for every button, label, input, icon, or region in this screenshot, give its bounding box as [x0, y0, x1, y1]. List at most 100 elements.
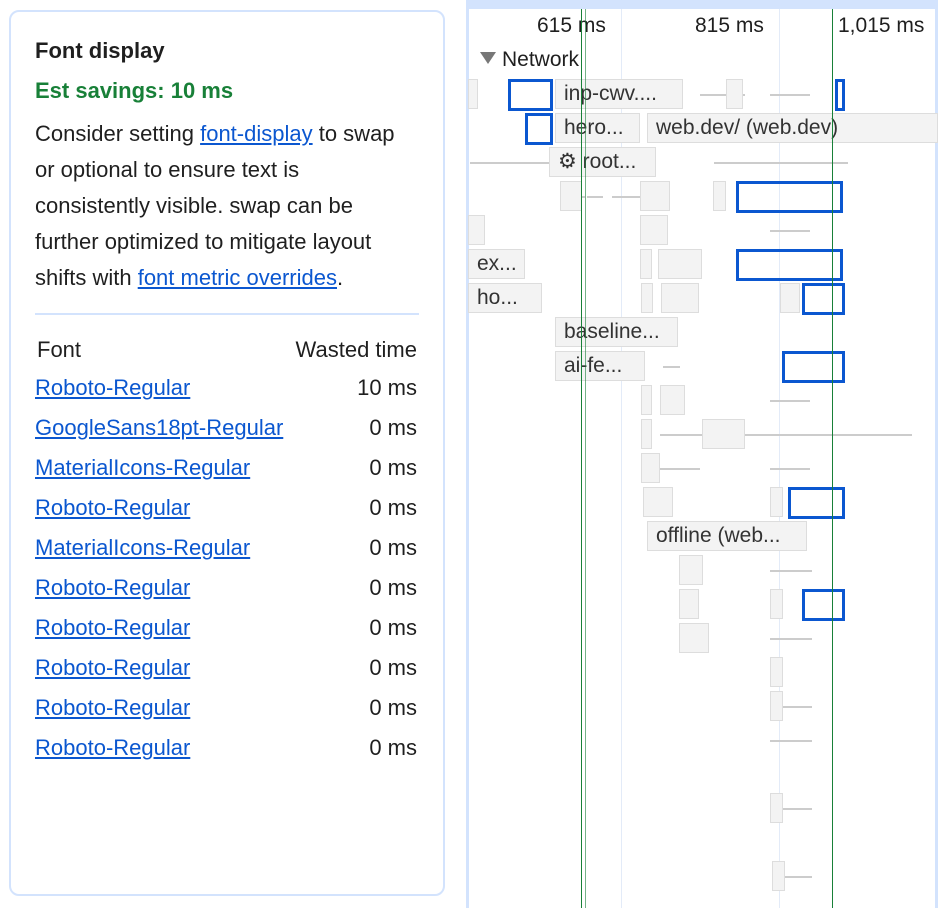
network-request[interactable]: [780, 283, 800, 313]
network-request[interactable]: [560, 181, 582, 211]
network-request-baseline[interactable]: baseline...: [555, 317, 678, 347]
font-link[interactable]: Roboto-Regular: [35, 495, 191, 520]
desc-text: .: [337, 265, 344, 290]
wasted-time-cell: 0 ms: [369, 655, 417, 680]
font-link[interactable]: MaterialIcons-Regular: [35, 455, 251, 480]
font-metric-overrides-link[interactable]: font metric overrides: [137, 265, 337, 290]
highlighted-font-request[interactable]: [736, 181, 843, 213]
request-whisker: [770, 400, 810, 402]
network-request-webdev[interactable]: web.dev/ (web.dev): [647, 113, 938, 143]
network-request[interactable]: [468, 215, 485, 245]
estimated-savings: Est savings: 10 ms: [35, 78, 234, 103]
network-request[interactable]: [640, 215, 668, 245]
network-request[interactable]: [641, 385, 652, 415]
network-request-hero[interactable]: hero...: [555, 113, 640, 143]
font-cell: Roboto-Regular: [35, 691, 290, 731]
request-whisker: [663, 366, 680, 368]
network-request-inp[interactable]: inp-cwv....: [555, 79, 683, 109]
network-request[interactable]: [641, 283, 653, 313]
request-whisker: [587, 196, 603, 198]
font-link[interactable]: GoogleSans18pt-Regular: [35, 415, 284, 440]
network-request[interactable]: [643, 487, 673, 517]
font-link[interactable]: Roboto-Regular: [35, 735, 191, 760]
network-request[interactable]: [679, 555, 703, 585]
network-request[interactable]: [770, 793, 783, 823]
wasted-time-cell: 0 ms: [369, 575, 417, 600]
network-request[interactable]: [713, 181, 726, 211]
network-request[interactable]: [468, 79, 478, 109]
network-request[interactable]: [661, 283, 699, 313]
wasted-time-cell: 10 ms: [357, 375, 417, 400]
highlighted-font-request[interactable]: [525, 113, 553, 145]
grid-line: [621, 9, 622, 908]
table-row: Roboto-Regular 0 ms: [35, 571, 419, 611]
wasted-time-cell: 0 ms: [369, 695, 417, 720]
font-link[interactable]: Roboto-Regular: [35, 615, 191, 640]
network-request[interactable]: [702, 419, 745, 449]
highlighted-font-request[interactable]: [788, 487, 845, 519]
network-request[interactable]: [679, 589, 699, 619]
font-link[interactable]: Roboto-Regular: [35, 575, 191, 600]
wasted-time-cell: 0 ms: [369, 495, 417, 520]
network-request[interactable]: [772, 861, 785, 891]
highlighted-font-request[interactable]: [508, 79, 553, 111]
request-whisker: [770, 570, 812, 572]
highlighted-font-request[interactable]: [736, 249, 843, 281]
font-cell: Roboto-Regular: [35, 651, 290, 691]
network-request-ho[interactable]: ho...: [468, 283, 542, 313]
network-request[interactable]: [770, 691, 783, 721]
request-whisker: [772, 808, 812, 810]
highlighted-font-request[interactable]: [802, 283, 845, 315]
highlighted-font-request[interactable]: [782, 351, 845, 383]
table-row: GoogleSans18pt-Regular 0 ms: [35, 411, 419, 451]
network-request-root[interactable]: ⚙ root...: [549, 147, 656, 177]
network-request[interactable]: [640, 181, 670, 211]
desc-text: Consider setting: [35, 121, 201, 146]
request-whisker: [770, 230, 810, 232]
network-request[interactable]: [679, 623, 709, 653]
network-request[interactable]: [660, 385, 685, 415]
font-link[interactable]: Roboto-Regular: [35, 655, 191, 680]
font-link[interactable]: Roboto-Regular: [35, 695, 191, 720]
network-request[interactable]: [726, 79, 743, 109]
font-cell: Roboto-Regular: [35, 371, 290, 411]
wasted-time-cell: 0 ms: [369, 735, 417, 760]
font-cell: Roboto-Regular: [35, 611, 290, 651]
request-whisker: [612, 196, 640, 198]
request-whisker: [770, 94, 810, 96]
highlighted-font-request[interactable]: [835, 79, 845, 111]
network-request[interactable]: [658, 249, 702, 279]
font-cell: Roboto-Regular: [35, 491, 290, 531]
network-request-offline[interactable]: offline (web...: [647, 521, 807, 551]
request-whisker: [660, 468, 700, 470]
track-label: Network: [502, 48, 580, 71]
divider: [35, 313, 419, 315]
network-request[interactable]: [640, 249, 652, 279]
network-request[interactable]: [641, 453, 660, 483]
network-request[interactable]: [770, 589, 783, 619]
font-link[interactable]: MaterialIcons-Regular: [35, 535, 251, 560]
timeline-right-edge: [935, 0, 938, 908]
network-track-header[interactable]: Network: [480, 48, 579, 72]
network-request-ex[interactable]: ex...: [468, 249, 525, 279]
network-request[interactable]: [770, 487, 783, 517]
network-request-aife[interactable]: ai-fe...: [555, 351, 645, 381]
highlighted-font-request[interactable]: [802, 589, 845, 621]
overview-strip[interactable]: [466, 0, 938, 9]
collapse-triangle-icon[interactable]: [480, 52, 496, 64]
font-display-insight-card: Font display Est savings: 10 ms Consider…: [9, 10, 445, 896]
wasted-time-cell: 0 ms: [369, 455, 417, 480]
time-tick: 615 ms: [537, 14, 606, 37]
desc-text: to swap or optional to ensure text is co…: [35, 121, 395, 290]
font-link[interactable]: Roboto-Regular: [35, 375, 191, 400]
request-whisker: [770, 706, 812, 708]
table-row: Roboto-Regular 0 ms: [35, 691, 419, 731]
wasted-time-cell: 0 ms: [369, 615, 417, 640]
network-timeline[interactable]: 615 ms 815 ms 1,015 ms Network inp-cwv..…: [466, 0, 938, 908]
network-request[interactable]: [770, 657, 783, 687]
font-cell: Roboto-Regular: [35, 731, 290, 771]
request-whisker: [770, 740, 812, 742]
network-request[interactable]: [641, 419, 652, 449]
font-display-link[interactable]: font-display: [200, 121, 313, 146]
table-row: MaterialIcons-Regular 0 ms: [35, 531, 419, 571]
